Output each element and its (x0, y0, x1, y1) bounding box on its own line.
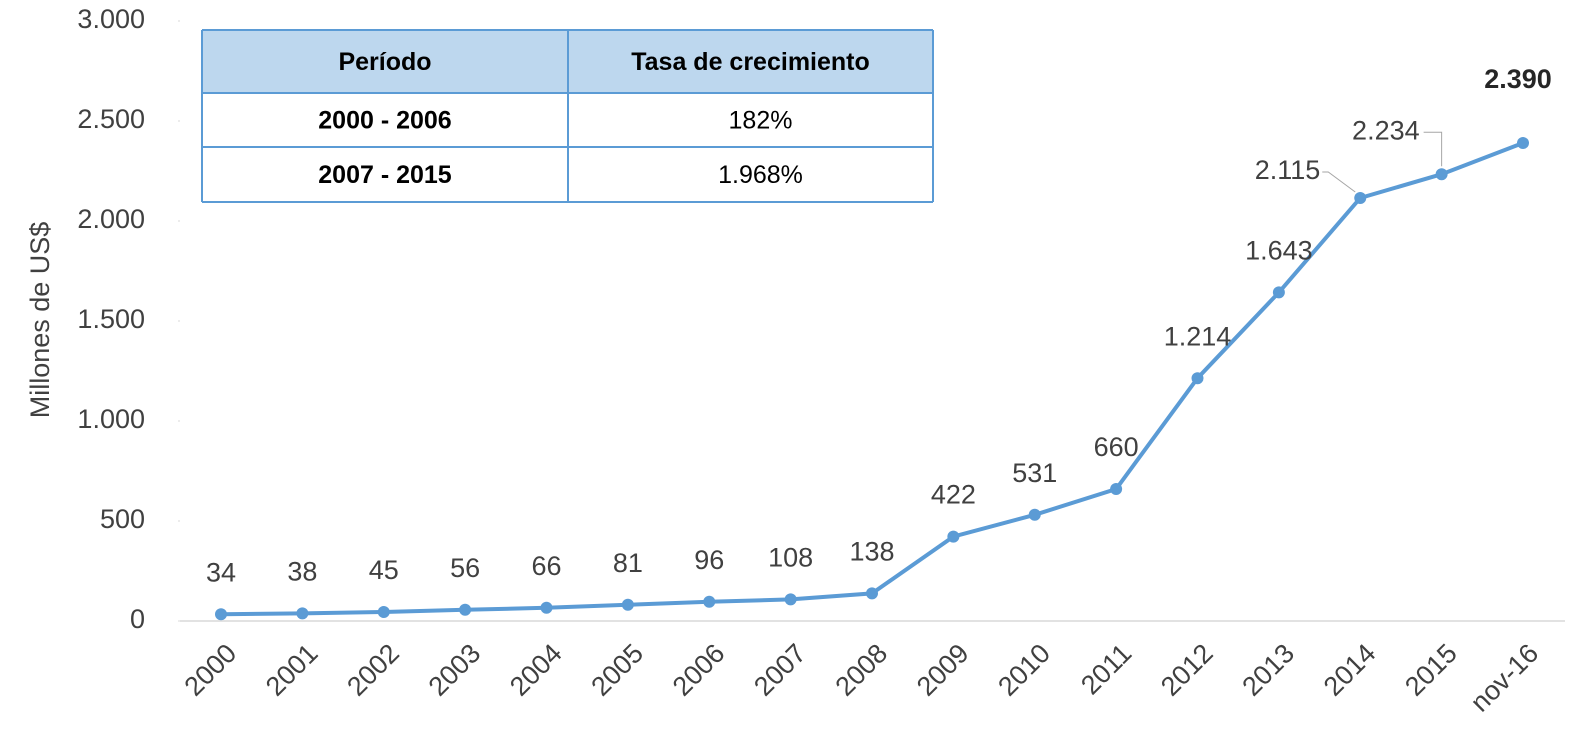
table-cell: 1.968% (718, 161, 803, 189)
data-label: 1.214 (1164, 321, 1232, 351)
x-tick-label: 2005 (585, 638, 649, 702)
data-label: 56 (450, 553, 480, 583)
x-tick-label: 2011 (1075, 638, 1137, 700)
table-header: Período (338, 48, 431, 76)
x-tick-label: 2003 (423, 638, 487, 702)
y-tick-label: 500 (100, 504, 145, 534)
point (377, 606, 390, 618)
x-tick-label: 2008 (830, 638, 894, 702)
table-cell: 2007 - 2015 (318, 161, 452, 189)
point (1517, 137, 1529, 149)
x-tick-label: 2014 (1318, 638, 1382, 702)
data-label: 81 (613, 548, 643, 578)
y-tick-label: 2.000 (77, 204, 145, 234)
x-tick-label: 2007 (748, 638, 812, 702)
x-tick-label: 2013 (1236, 638, 1300, 702)
y-tick-label: 0 (130, 604, 145, 634)
point (703, 595, 716, 608)
data-label: 108 (768, 543, 813, 573)
x-tick-label: 2012 (1155, 638, 1219, 702)
x-tick-label: 2004 (504, 638, 568, 702)
data-label: 531 (1012, 458, 1057, 488)
x-tick-label: 2002 (341, 638, 405, 702)
point (1191, 372, 1204, 385)
x-tick-label: 2001 (260, 638, 324, 702)
data-label: 45 (369, 555, 399, 585)
x-tick-label: 2000 (179, 638, 243, 702)
data-label: 1.643 (1245, 236, 1313, 266)
point (459, 603, 472, 616)
leader-line (1423, 131, 1443, 167)
y-tick-label: 3.000 (77, 4, 145, 34)
data-label: 422 (931, 480, 976, 510)
data-label: 38 (287, 557, 317, 587)
point (784, 593, 797, 606)
data-label: 2.115 (1255, 155, 1321, 185)
point (296, 607, 309, 620)
point (947, 530, 960, 543)
x-tick-label: 2010 (992, 638, 1056, 702)
point (1354, 192, 1367, 204)
data-label: 66 (531, 551, 561, 581)
data-label: 96 (694, 545, 724, 575)
data-label: 138 (849, 537, 894, 567)
x-tick-label: nov-16 (1465, 638, 1545, 718)
table-cell: 2000 - 2006 (318, 107, 451, 135)
x-tick-label: 2006 (667, 638, 731, 702)
table-header: Tasa de crecimiento (631, 48, 870, 76)
y-tick-label: 1.000 (77, 404, 145, 434)
data-label: 2.390 (1484, 64, 1552, 94)
point (1272, 286, 1285, 299)
y-tick-label: 1.500 (77, 304, 145, 334)
y-tick-label: 2.500 (77, 104, 145, 134)
point (866, 587, 878, 600)
data-label: 2.234 (1352, 115, 1420, 145)
leader-line (1322, 171, 1356, 193)
point (621, 598, 634, 611)
point (1028, 508, 1041, 521)
data-label: 34 (206, 557, 236, 587)
point (540, 601, 553, 614)
x-tick-label: 2015 (1399, 638, 1463, 702)
point (1435, 168, 1448, 181)
data-label: 660 (1094, 432, 1139, 462)
point (1110, 483, 1123, 495)
point (215, 608, 227, 621)
x-tick-label: 2009 (911, 638, 975, 702)
table-cell: 182% (729, 107, 793, 135)
y-axis-title: Millones de US$ (25, 222, 55, 419)
